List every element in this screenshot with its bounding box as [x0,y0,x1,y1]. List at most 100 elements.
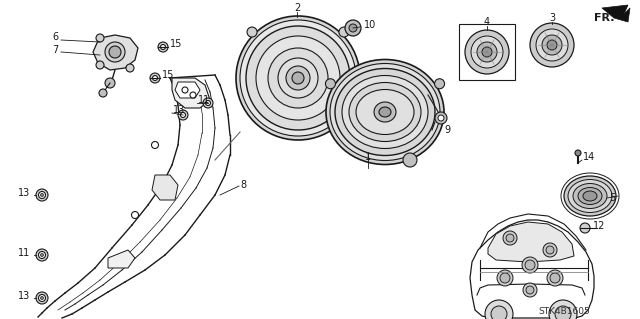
Ellipse shape [568,180,612,212]
Bar [459,24,515,80]
Circle shape [96,34,104,42]
Circle shape [236,16,360,140]
Ellipse shape [578,188,602,204]
Circle shape [522,257,538,273]
Circle shape [36,189,48,201]
Text: 14: 14 [583,152,595,162]
Text: 1: 1 [365,152,371,162]
Circle shape [542,35,562,55]
Ellipse shape [356,90,414,135]
Circle shape [178,110,188,120]
Circle shape [36,249,48,261]
Circle shape [240,20,356,136]
Circle shape [40,254,44,256]
Text: 2: 2 [294,3,300,13]
Circle shape [38,251,45,258]
Ellipse shape [342,76,428,149]
Ellipse shape [583,191,597,201]
Circle shape [247,27,257,37]
Text: 11: 11 [18,248,30,258]
Circle shape [180,113,186,117]
Circle shape [339,27,349,37]
Circle shape [256,36,340,120]
Polygon shape [175,82,200,98]
Ellipse shape [573,183,607,209]
Circle shape [109,46,121,58]
Circle shape [326,79,335,89]
Circle shape [491,306,507,319]
Circle shape [40,296,44,300]
Circle shape [105,42,125,62]
Circle shape [575,150,581,156]
Polygon shape [470,220,594,318]
Polygon shape [108,250,135,268]
Circle shape [435,112,447,124]
Text: 11: 11 [198,95,211,105]
Circle shape [497,270,513,286]
Text: STK4B1605: STK4B1605 [538,307,589,315]
Circle shape [555,306,571,319]
Polygon shape [602,5,630,22]
Circle shape [438,115,444,121]
Text: 5: 5 [609,193,615,203]
Circle shape [543,243,557,257]
Circle shape [150,73,160,83]
Circle shape [292,72,304,84]
Ellipse shape [374,102,396,122]
Text: 10: 10 [364,20,376,30]
Circle shape [403,153,417,167]
Circle shape [246,26,350,130]
Ellipse shape [379,107,391,117]
Ellipse shape [564,176,616,216]
Circle shape [536,29,568,61]
Circle shape [530,23,574,67]
Circle shape [547,270,563,286]
Circle shape [506,234,514,242]
Text: FR.: FR. [594,13,614,23]
Polygon shape [152,175,178,200]
Circle shape [152,76,157,80]
Circle shape [203,98,213,108]
Circle shape [500,273,510,283]
Circle shape [131,211,138,219]
Circle shape [99,89,107,97]
Ellipse shape [349,83,421,142]
Circle shape [546,246,554,254]
Circle shape [96,61,104,69]
Circle shape [482,47,492,57]
Text: 13: 13 [173,105,185,115]
Circle shape [345,20,361,36]
Circle shape [38,191,45,198]
Circle shape [435,79,445,89]
Polygon shape [93,35,138,70]
Circle shape [286,66,310,90]
Circle shape [182,87,188,93]
Text: 7: 7 [52,45,58,55]
Circle shape [152,142,159,149]
Text: 15: 15 [162,70,174,80]
Text: 15: 15 [170,39,182,49]
Polygon shape [488,222,574,262]
Text: 4: 4 [484,17,490,27]
Ellipse shape [326,60,444,165]
Text: 13: 13 [18,188,30,198]
Text: 6: 6 [52,32,58,42]
Ellipse shape [335,69,435,155]
Text: 9: 9 [444,125,450,135]
Circle shape [471,36,503,68]
Text: 3: 3 [549,13,555,23]
Circle shape [105,78,115,88]
Circle shape [485,300,513,319]
Circle shape [549,300,577,319]
Circle shape [349,24,357,32]
Polygon shape [172,78,210,108]
Circle shape [38,294,45,301]
Circle shape [126,64,134,72]
Circle shape [580,223,590,233]
Ellipse shape [330,63,440,160]
Circle shape [40,194,44,197]
Circle shape [503,231,517,245]
Circle shape [268,48,328,108]
Circle shape [465,30,509,74]
Circle shape [161,44,166,49]
